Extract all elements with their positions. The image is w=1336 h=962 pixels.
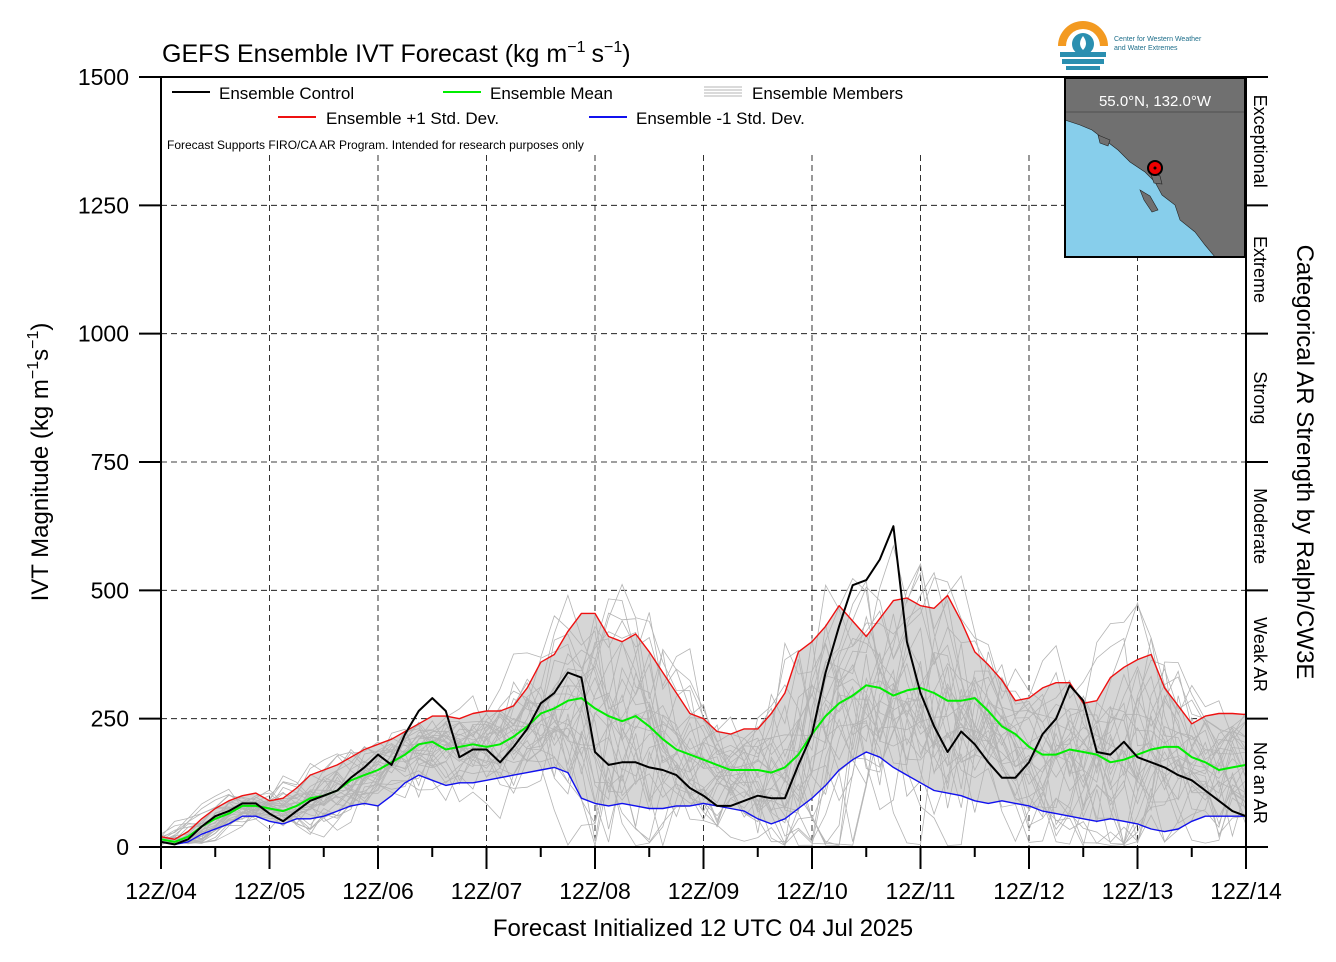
- inset-map: 55.0°N, 132.0°W: [1064, 77, 1246, 258]
- x-tick-label: 12Z/05: [234, 878, 306, 904]
- minus-std-line: [160, 751, 1246, 846]
- ensemble-member-line: [160, 668, 1247, 847]
- y-tick-label-250: 250: [91, 706, 129, 732]
- legend: Ensemble Control Ensemble Mean Ensemble …: [167, 84, 903, 152]
- y-tick-label-0: 0: [116, 834, 129, 860]
- x-tick-label: 12Z/11: [886, 878, 956, 904]
- ensemble-member-line: [160, 688, 1247, 847]
- series-lines: [160, 525, 1247, 846]
- logo-text-line2: and Water Extremes: [1114, 45, 1178, 52]
- ensemble-member-line: [160, 583, 1247, 843]
- legend-swatch-members: [704, 86, 742, 97]
- category-label: Strong: [1250, 371, 1270, 424]
- x-tick-label: 12Z/06: [342, 878, 414, 904]
- y-tick-label-1000: 1000: [78, 321, 129, 347]
- ensemble-member-line: [160, 666, 1247, 848]
- ensemble-member-line: [160, 637, 1247, 844]
- category-label: Moderate: [1250, 488, 1270, 564]
- ensemble-member-line: [160, 615, 1247, 843]
- x-axis: 12Z/04 12Z/05 12Z/06 12Z/07 12Z/08 12Z/09 12Z/…: [125, 847, 1282, 904]
- category-label: Not an AR: [1250, 742, 1270, 824]
- ensemble-member-line: [160, 644, 1247, 844]
- logo-text-line1: Center for Western Weather: [1114, 36, 1202, 43]
- y-tick-label-750: 750: [91, 449, 129, 475]
- category-axis-label: Categorical AR Strength by Ralph/CW3E: [1291, 245, 1318, 680]
- chart-title: GEFS Ensemble IVT Forecast (kg m−1 s−1): [162, 39, 631, 68]
- ensemble-member-line: [160, 675, 1247, 846]
- ensemble-member-line: [160, 571, 1247, 843]
- cw3e-logo: Center for Western Weather and Water Ext…: [1058, 21, 1202, 72]
- control-line: [160, 525, 1247, 846]
- x-axis-label: Forecast Initialized 12 UTC 04 Jul 2025: [493, 915, 913, 942]
- legend-label-members: Ensemble Members: [752, 84, 903, 103]
- x-tick-label: 12Z/09: [668, 878, 740, 904]
- y-axis: 0 250 500 750 1000 1250 1500: [78, 64, 161, 860]
- ensemble-member-line: [160, 662, 1247, 847]
- ensemble-member-line: [160, 571, 1247, 843]
- x-tick-label: 12Z/07: [451, 878, 523, 904]
- inset-map-coord-label: 55.0°N, 132.0°W: [1099, 93, 1212, 110]
- ensemble-member-line: [160, 544, 1247, 841]
- x-tick-label: 12Z/13: [1102, 878, 1174, 904]
- ensemble-member-line: [160, 575, 1247, 844]
- x-tick-label: 12Z/10: [776, 878, 848, 904]
- y-tick-label-1250: 1250: [78, 192, 129, 218]
- legend-label-minus: Ensemble -1 Std. Dev.: [636, 109, 805, 128]
- ensemble-member-line: [160, 577, 1247, 841]
- x-tick-label: 12Z/08: [559, 878, 631, 904]
- legend-label-mean: Ensemble Mean: [490, 84, 613, 103]
- ensemble-member-line: [160, 562, 1247, 844]
- y-tick-label-500: 500: [91, 577, 129, 603]
- legend-label-plus: Ensemble +1 Std. Dev.: [326, 109, 499, 128]
- category-label: Extreme: [1250, 236, 1270, 303]
- grid-lines: [161, 155, 1246, 847]
- ensemble-member-line: [160, 678, 1247, 847]
- disclaimer-note: Forecast Supports FIRO/CA AR Program. In…: [167, 138, 584, 152]
- plus-std-line: [160, 594, 1247, 840]
- legend-label-control: Ensemble Control: [219, 84, 354, 103]
- y-axis-label: IVT Magnitude (kg m−1s−1): [25, 323, 54, 602]
- x-tick-label: 12Z/14: [1210, 878, 1282, 904]
- y-tick-label-1500: 1500: [78, 64, 129, 90]
- x-tick-label: 12Z/04: [125, 878, 197, 904]
- category-axis: Not an AR Weak AR Moderate Strong Extreme Exc…: [1245, 76, 1270, 848]
- category-label: Weak AR: [1250, 617, 1270, 692]
- category-label: Exceptional: [1250, 95, 1270, 188]
- x-tick-label: 12Z/12: [993, 878, 1065, 904]
